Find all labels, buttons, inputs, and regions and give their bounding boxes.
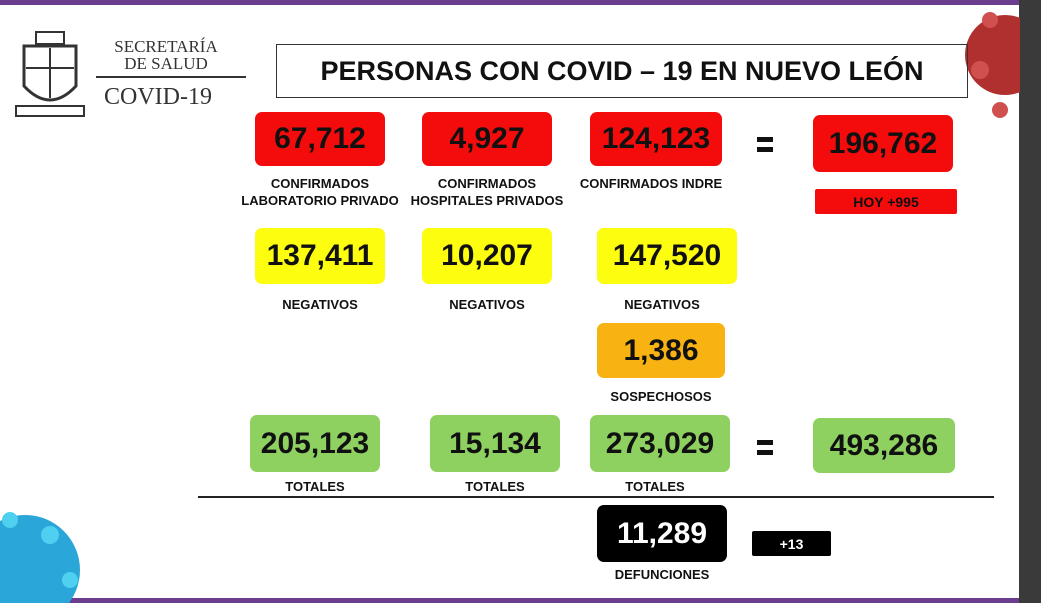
label: TOTALES	[465, 479, 525, 494]
label: CONFIRMADOS INDRE	[579, 176, 723, 191]
logo-rule	[96, 76, 246, 78]
value-box: 11,289	[597, 505, 727, 562]
value-box: 4,927	[422, 112, 552, 166]
label: CONFIRMADOS	[437, 176, 537, 191]
value-box: 137,411	[255, 228, 385, 284]
right-edge	[1019, 0, 1041, 603]
value-box: 273,029	[590, 415, 730, 472]
label: TOTALES	[625, 479, 685, 494]
logo-line: DE SALUD	[124, 54, 208, 73]
today-badge: +13	[752, 531, 831, 556]
value-box: 10,207	[422, 228, 552, 284]
label: NEGATIVOS	[282, 297, 358, 312]
equals	[757, 147, 773, 152]
equals	[757, 137, 773, 142]
label: TOTALES	[285, 479, 345, 494]
today-badge: HOY +995	[815, 189, 957, 214]
label: NEGATIVOS	[624, 297, 700, 312]
logo-line: SECRETARÍA	[114, 37, 218, 56]
title: PERSONAS CON COVID – 19 EN NUEVO LEÓN	[276, 44, 968, 98]
value-box: 493,286	[813, 418, 955, 473]
virus-decoration	[0, 512, 80, 603]
value-box: 205,123	[250, 415, 380, 472]
label: LABORATORIO PRIVADO	[241, 193, 399, 208]
value-box: 124,123	[590, 112, 722, 166]
value-box: 67,712	[255, 112, 385, 166]
label: NEGATIVOS	[449, 297, 525, 312]
label: HOSPITALES PRIVADOS	[410, 193, 564, 208]
divider	[198, 496, 994, 498]
value-box: 147,520	[597, 228, 737, 284]
equals	[757, 440, 773, 445]
coat-of-arms	[15, 31, 85, 117]
value-box: 196,762	[813, 115, 953, 172]
logo-line: COVID-19	[104, 84, 212, 110]
logo-text: SECRETARÍA DE SALUD	[96, 38, 236, 72]
equals	[757, 450, 773, 455]
value-box: 15,134	[430, 415, 560, 472]
value-box: 1,386	[597, 323, 725, 378]
top-border	[0, 0, 1041, 5]
label: DEFUNCIONES	[614, 567, 710, 582]
virus-decoration	[965, 12, 1020, 118]
label: CONFIRMADOS	[270, 176, 370, 191]
label: SOSPECHOSOS	[610, 389, 712, 404]
bottom-border	[0, 598, 1041, 603]
